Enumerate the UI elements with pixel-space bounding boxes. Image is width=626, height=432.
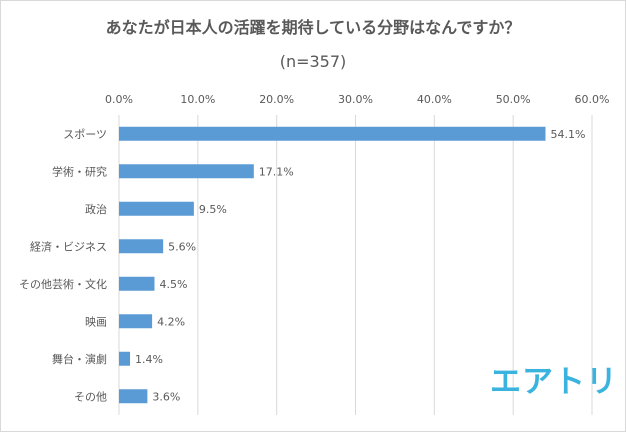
bar: [119, 164, 254, 179]
data-label: 3.6%: [152, 390, 180, 403]
data-label: 5.6%: [168, 240, 196, 253]
bar: [119, 314, 153, 329]
chart-subtitle: (n=357): [279, 52, 347, 71]
data-label: 1.4%: [135, 353, 163, 366]
data-label: 4.5%: [159, 278, 187, 291]
category-label: 舞台・演劇: [52, 352, 107, 366]
category-label: スポーツ: [63, 128, 107, 141]
bar: [119, 351, 131, 366]
bar: [119, 239, 164, 254]
x-tick-label: 40.0%: [417, 93, 452, 106]
bar: [119, 389, 148, 404]
airtrip-logo: エアトリ: [490, 364, 618, 400]
category-label: 経済・ビジネス: [30, 239, 107, 253]
x-tick-label: 60.0%: [575, 93, 610, 106]
x-tick-label: 20.0%: [259, 93, 294, 106]
bar: [119, 126, 546, 141]
bar: [119, 201, 194, 216]
data-label: 4.2%: [157, 315, 185, 328]
category-label: その他芸術・文化: [19, 277, 107, 291]
category-label: 映画: [85, 315, 107, 328]
x-tick-label: 10.0%: [180, 93, 215, 106]
data-label: 54.1%: [550, 128, 585, 141]
chart-title: あなたが日本人の活躍を期待している分野はなんですか？: [105, 18, 521, 37]
category-label: その他: [74, 390, 107, 403]
x-tick-label: 0.0%: [105, 93, 133, 106]
data-label: 17.1%: [259, 165, 294, 178]
category-label: 学術・研究: [52, 164, 107, 178]
x-tick-label: 30.0%: [338, 93, 373, 106]
bar: [119, 276, 155, 291]
data-label: 9.5%: [199, 203, 227, 216]
category-label: 政治: [85, 202, 107, 216]
x-tick-label: 50.0%: [496, 93, 531, 106]
